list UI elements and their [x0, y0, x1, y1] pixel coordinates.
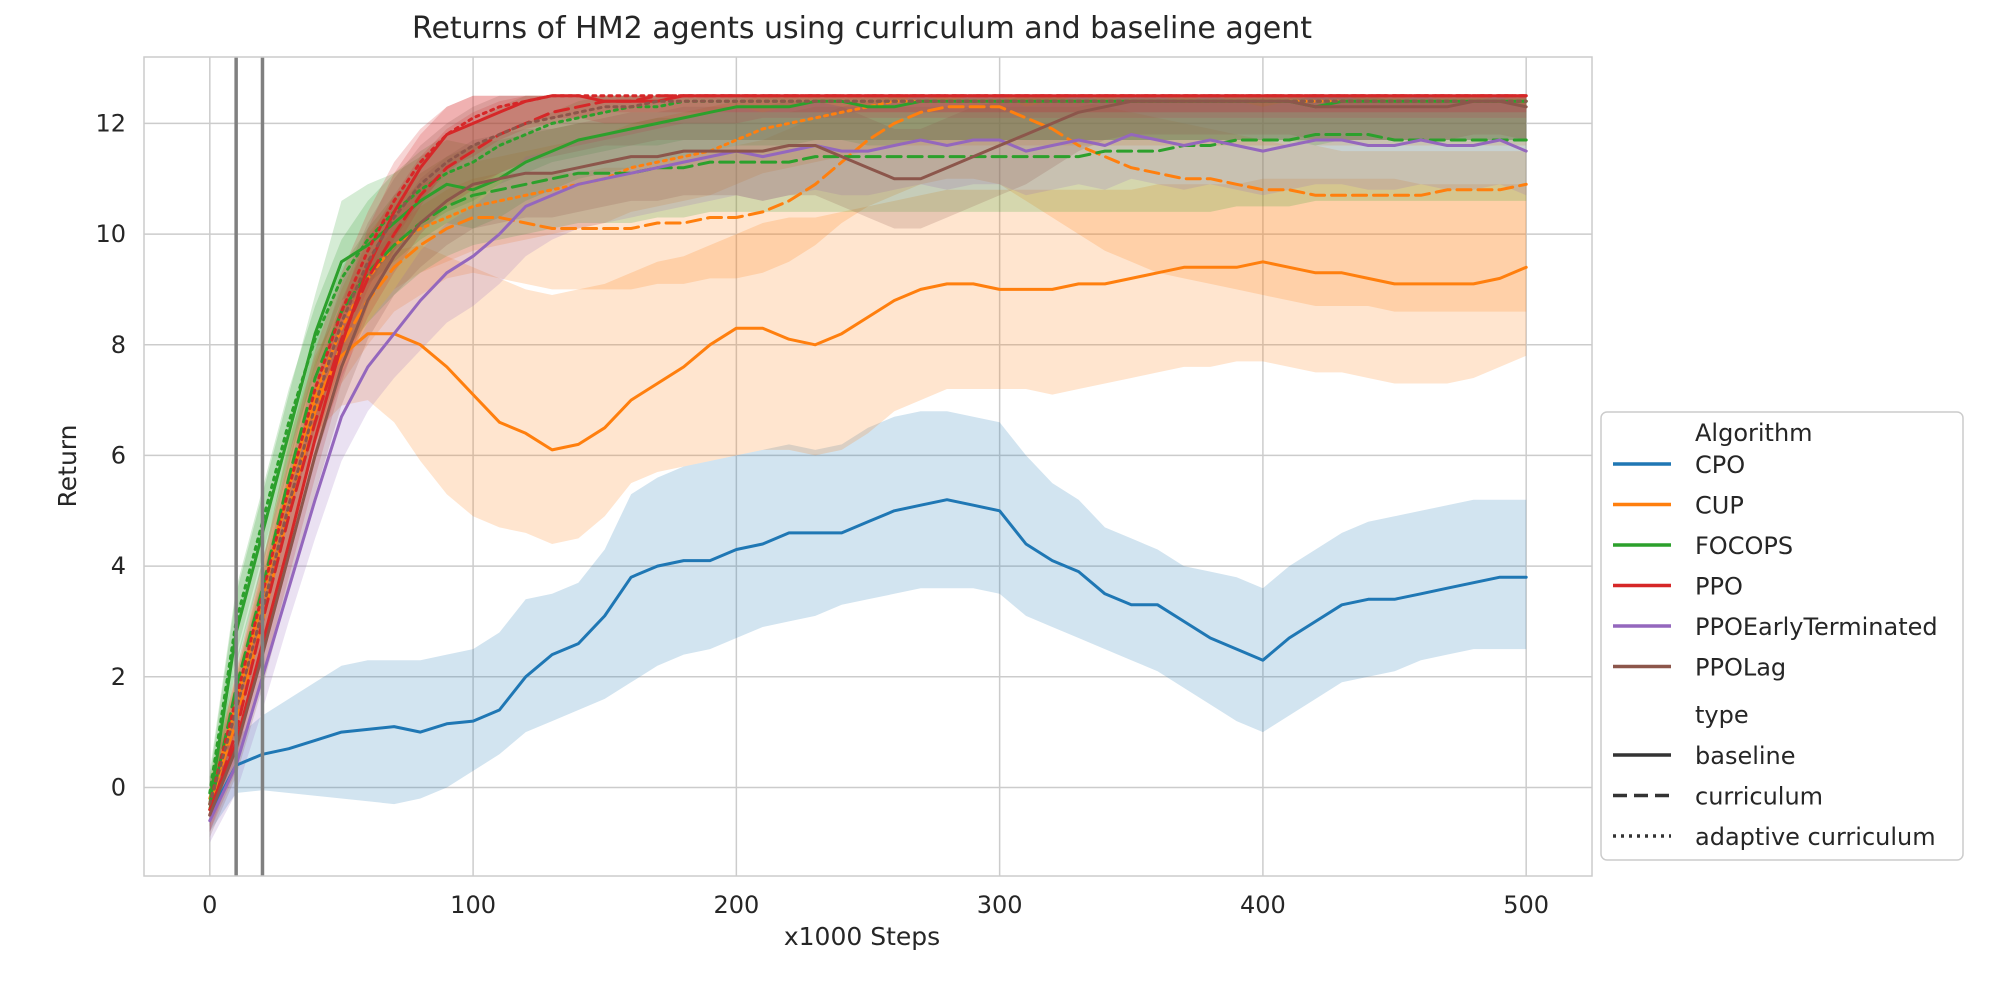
cup-baseline-line — [208, 260, 1528, 812]
x-tick-label: 400 — [1240, 891, 1286, 919]
plot-frame — [143, 56, 1593, 877]
legend-label-adaptive-curriculum: adaptive curriculum — [1695, 823, 1936, 851]
y-tick-label: 8 — [111, 331, 126, 359]
y-tick-label: 4 — [111, 552, 126, 580]
x-tick-label: 0 — [202, 891, 217, 919]
focops-curriculum-line — [208, 133, 1528, 812]
ppo-adaptive-curriculum-line — [208, 94, 1528, 806]
cpo-baseline-band — [209, 411, 1527, 832]
x-tick-label: 100 — [450, 891, 496, 919]
x-tick-label: 500 — [1503, 891, 1549, 919]
chart-title: Returns of HM2 agents using curriculum a… — [412, 11, 1312, 46]
cup-curriculum-band — [209, 95, 1527, 821]
y-tick-label: 12 — [95, 109, 126, 137]
focops-curriculum-band — [209, 95, 1527, 827]
ppolag-baseline-line — [208, 99, 1528, 817]
legend-label-ppolag: PPOLag — [1695, 654, 1786, 682]
legend-label-cup: CUP — [1695, 492, 1744, 520]
legend-type-entries: baseline curriculum adaptive curriculum — [1613, 742, 1936, 851]
y-tick-label: 0 — [111, 773, 126, 801]
vertical-markers — [234, 57, 265, 876]
y-tick-label: 2 — [111, 663, 126, 691]
series-lines — [208, 94, 1528, 823]
x-tick-label: 300 — [977, 891, 1023, 919]
y-tick-labels: 0 2 4 6 8 10 12 — [95, 109, 126, 801]
legend-label-cpo: CPO — [1695, 451, 1745, 479]
x-tick-labels: 0 100 200 300 400 500 — [202, 891, 1549, 919]
ppoearlyterminated-baseline-line — [208, 133, 1528, 823]
x-axis-title: x1000 Steps — [784, 922, 940, 951]
y-tick-label: 6 — [111, 441, 126, 469]
legend-label-baseline: baseline — [1695, 742, 1796, 770]
x-tick-label: 200 — [713, 891, 759, 919]
cpo-baseline-line — [208, 498, 1528, 817]
legend: Algorithm CPO CUP FOCOPS PPO PPOEarlyTermina… — [1600, 411, 1964, 861]
legend-label-curriculum: curriculum — [1695, 783, 1823, 811]
grid — [144, 57, 1592, 876]
legend-label-ppo: PPO — [1695, 573, 1743, 601]
y-axis-title: Return — [53, 425, 82, 508]
confidence-bands — [209, 95, 1527, 843]
legend-heading-type: type — [1695, 701, 1749, 729]
ppoearlyterminated-baseline-band — [209, 95, 1527, 843]
y-tick-label: 10 — [95, 220, 126, 248]
cup-curriculum-line — [208, 105, 1528, 806]
legend-label-focops: FOCOPS — [1695, 532, 1793, 560]
cup-baseline-band — [209, 178, 1527, 827]
legend-frame — [1600, 411, 1964, 861]
ppolag-adaptive-curriculum-line — [208, 99, 1528, 806]
legend-algorithm-entries: CPO CUP FOCOPS PPO PPOEarlyTerminated PPOLag — [1613, 451, 1938, 682]
legend-heading-algorithm: Algorithm — [1695, 419, 1813, 447]
legend-label-ppoearlyterminated: PPOEarlyTerminated — [1695, 613, 1938, 641]
